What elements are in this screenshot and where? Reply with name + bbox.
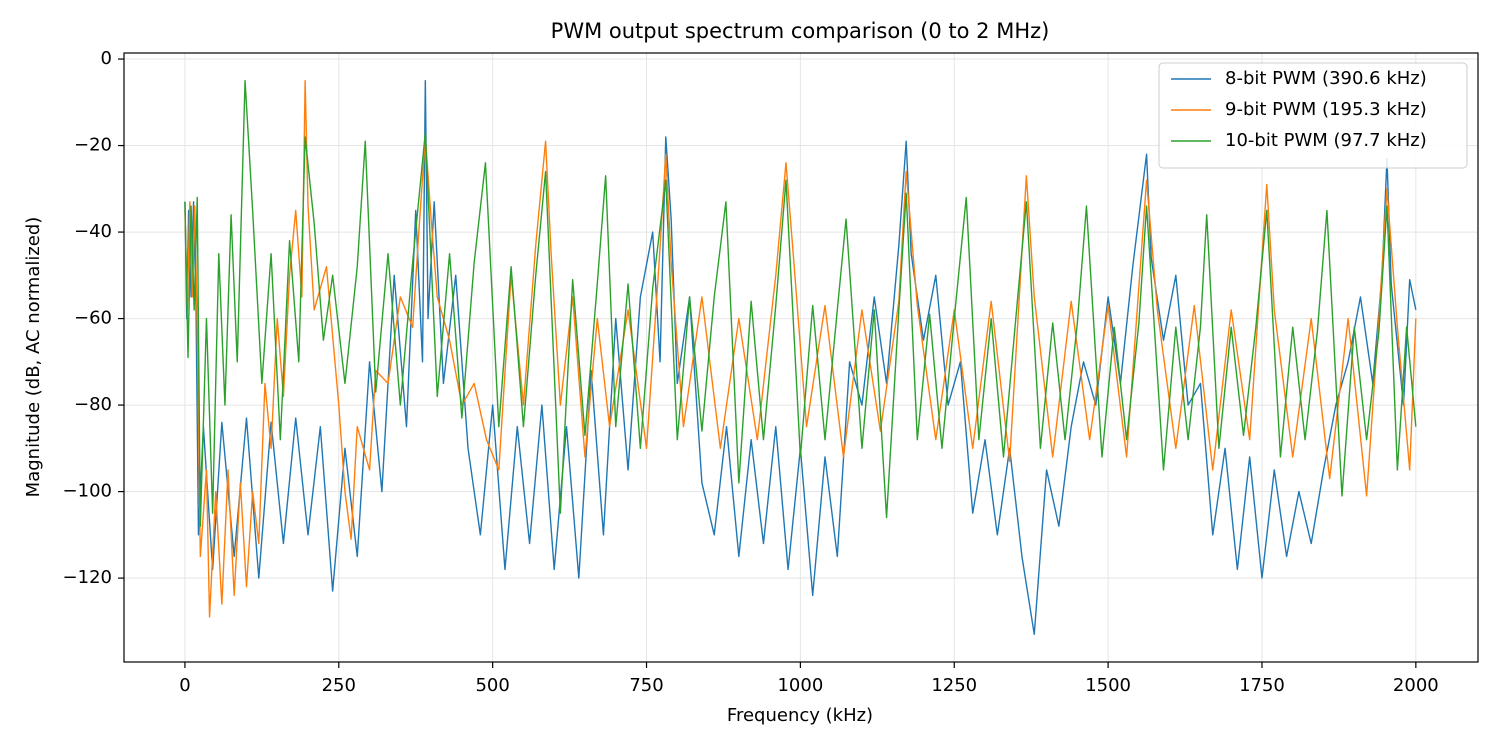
x-tick-label: 250 (322, 675, 356, 696)
y-tick-label: −60 (74, 308, 112, 329)
x-tick-label: 1000 (777, 675, 823, 696)
y-tick-label: −100 (63, 481, 112, 502)
plot-frame (123, 52, 1479, 663)
y-axis-label: Magnitude (dB, AC normalized) (23, 217, 44, 498)
y-tick-label: −80 (74, 394, 112, 415)
x-tick-label: 750 (629, 675, 663, 696)
x-tick-label: 1250 (931, 675, 977, 696)
y-tick-label: −40 (74, 221, 112, 242)
x-tick-label: 0 (179, 675, 190, 696)
series-line (184, 79, 1417, 618)
x-tick-label: 1750 (1239, 675, 1285, 696)
y-tick-label: −20 (74, 135, 112, 156)
legend-label: 9-bit PWM (195.3 kHz) (1225, 99, 1427, 120)
legend-box (1158, 62, 1468, 169)
y-tick-label: 0 (101, 48, 112, 69)
series-line (184, 79, 1417, 636)
x-tick-label: 500 (475, 675, 509, 696)
x-tick-label: 1500 (1085, 675, 1131, 696)
y-tick-label: −120 (63, 567, 112, 588)
ticks: 0 250 500 750 1000 1250 1500 1750 2000 0 −20 −40 −60… (63, 48, 1439, 696)
x-axis-label: Frequency (kHz) (727, 705, 873, 726)
series-line (184, 79, 1417, 527)
plot-area (184, 79, 1417, 636)
legend-label: 8-bit PWM (390.6 kHz) (1225, 68, 1427, 89)
chart-title: PWM output spectrum comparison (0 to 2 M… (551, 19, 1050, 43)
x-tick-label: 2000 (1393, 675, 1439, 696)
legend-label: 10-bit PWM (97.7 kHz) (1225, 130, 1427, 151)
legend: 8-bit PWM (390.6 kHz) 9-bit PWM (195.3 kH… (1158, 62, 1468, 169)
